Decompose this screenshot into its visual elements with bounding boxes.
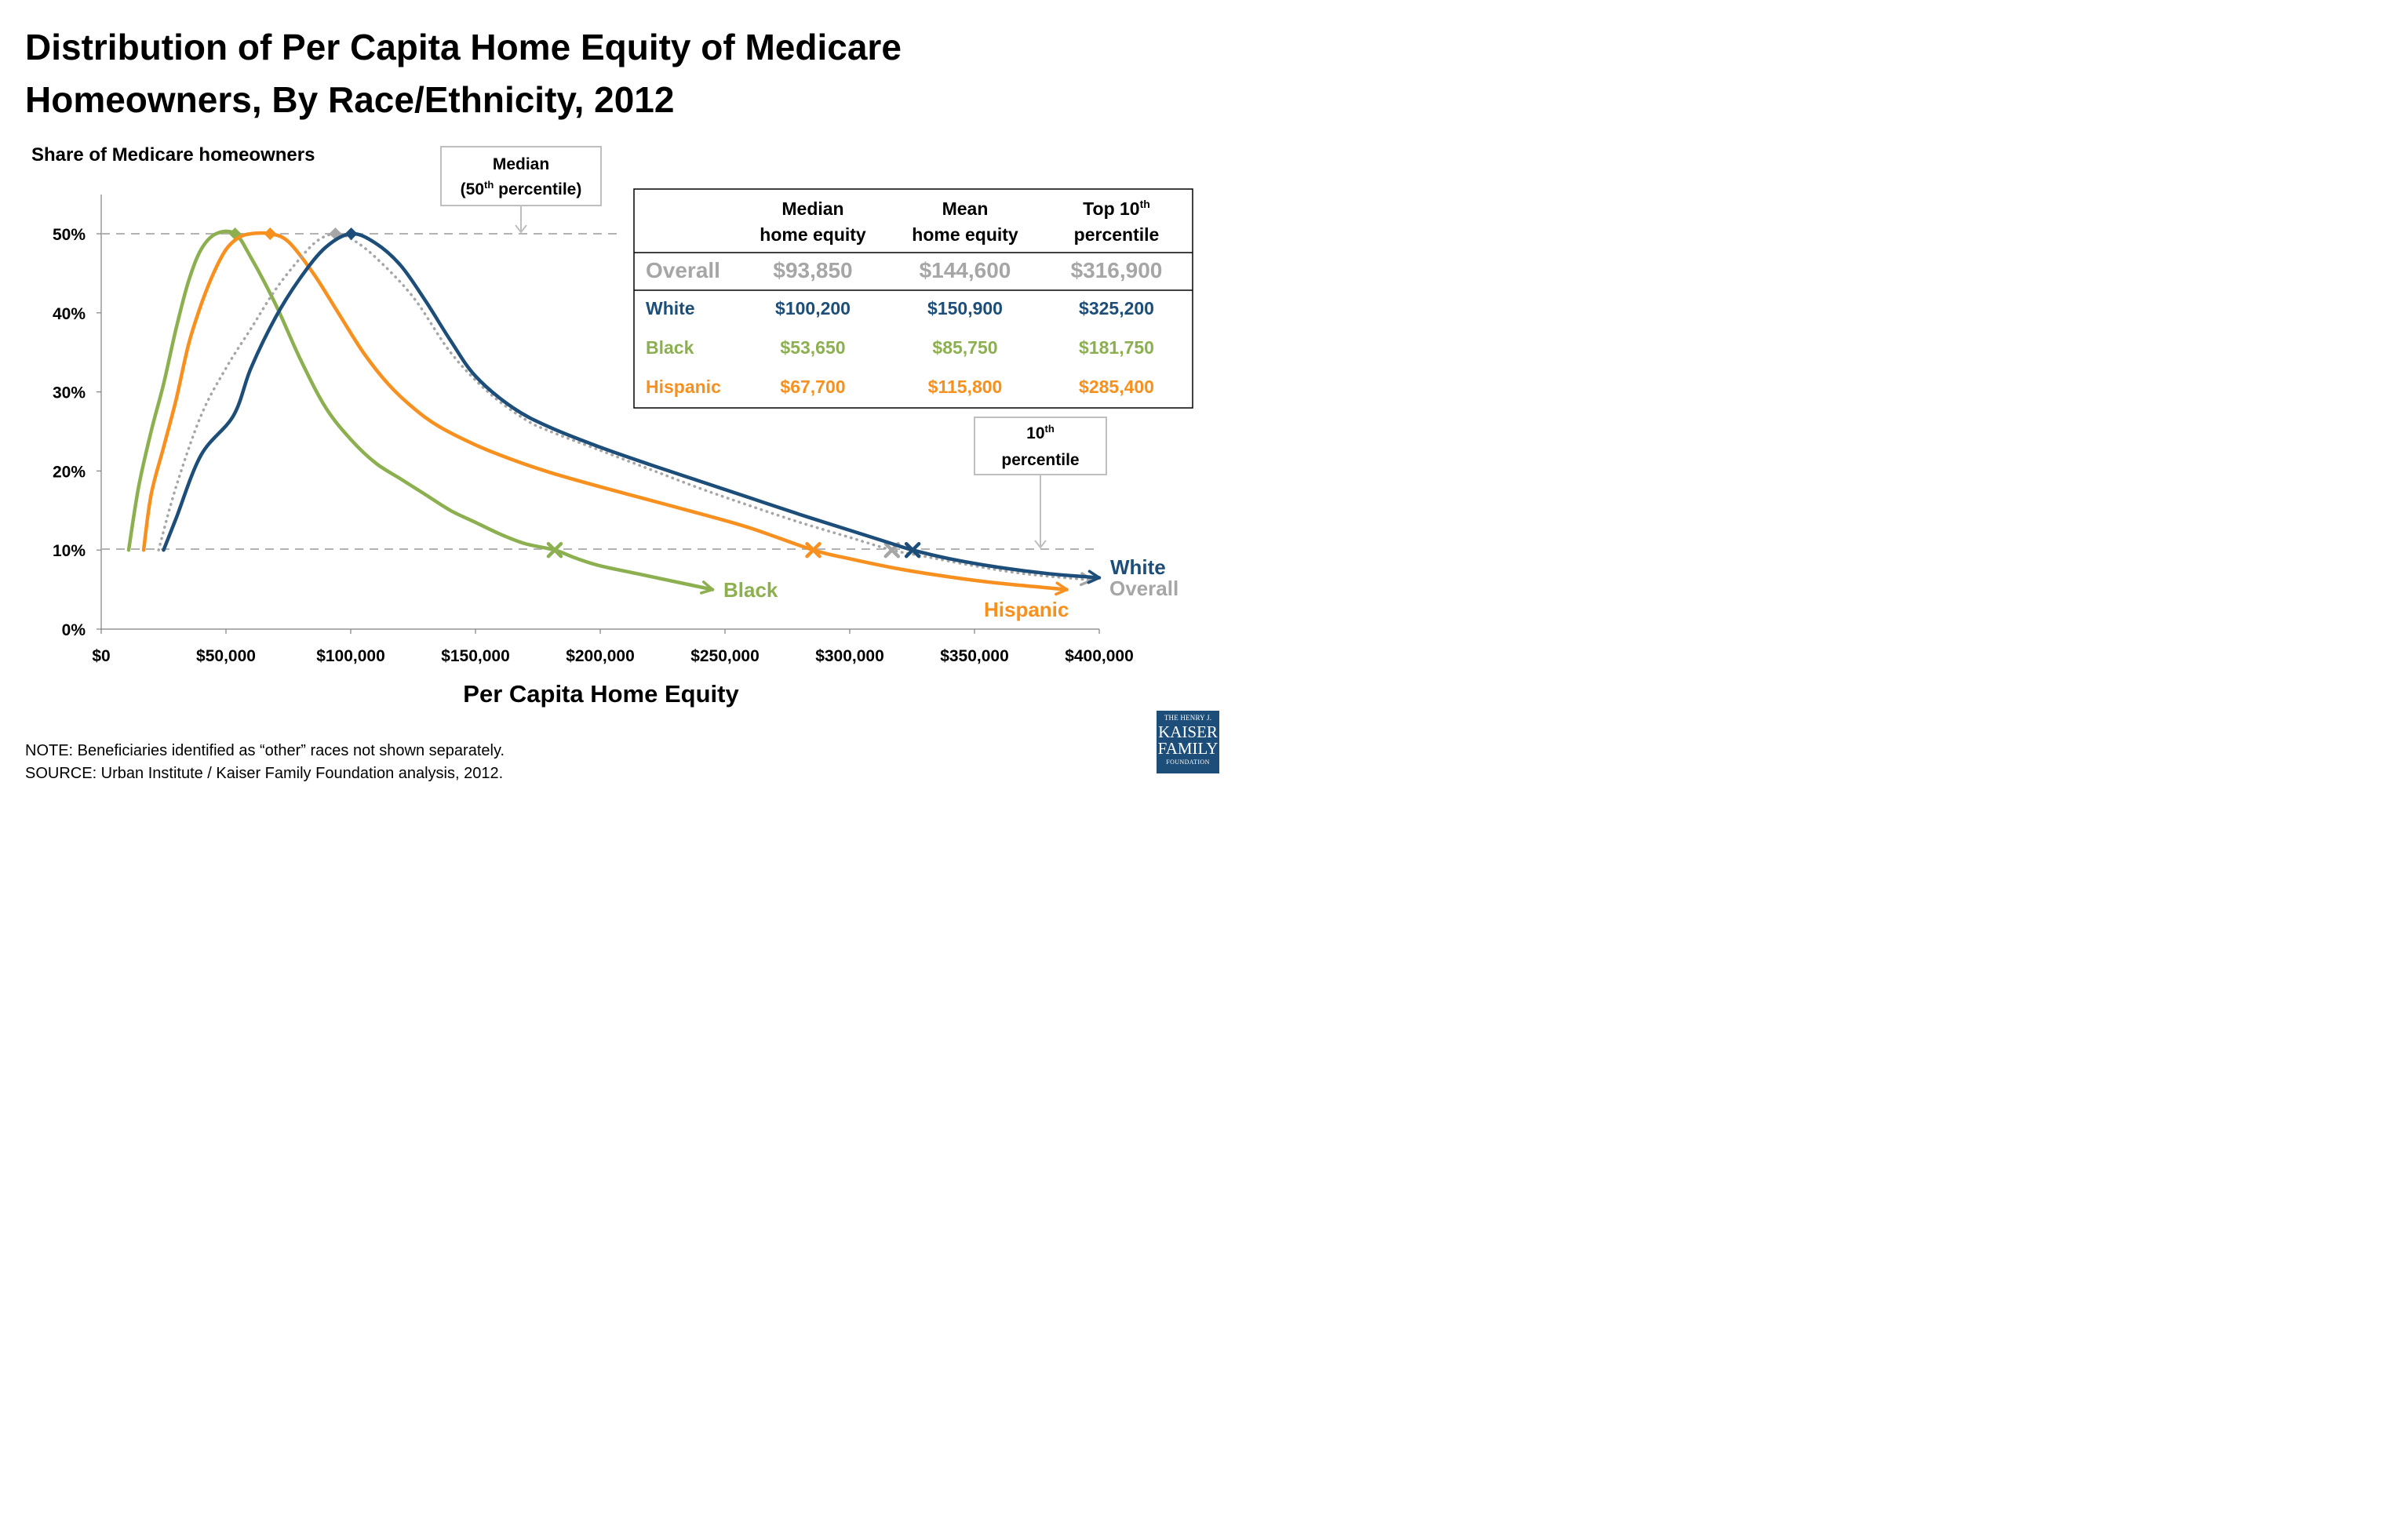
- table-overall-top10: $316,900: [1071, 258, 1163, 282]
- chart-title-line2: Homeowners, By Race/Ethnicity, 2012: [25, 79, 674, 120]
- table-header-mean-l1: Mean: [942, 198, 989, 219]
- series-arrow-hispanic: [1055, 581, 1069, 596]
- table-header-median-l2: home equity: [760, 224, 866, 245]
- median-marker-hispanic: [264, 227, 277, 240]
- logo-line3: FAMILY: [1157, 739, 1219, 758]
- median-callout-arrowhead: [515, 224, 527, 234]
- table-header-top-l2: percentile: [1074, 224, 1160, 245]
- median-callout-box: [440, 146, 602, 206]
- top10-marker-stroke: [904, 541, 921, 559]
- logo-line2: KAISER: [1158, 722, 1218, 741]
- x-tick-label: $0: [92, 647, 110, 665]
- table-header-top-l1: Top 10th: [1083, 198, 1150, 219]
- median-callout-line1: Median: [493, 155, 549, 173]
- median-callout-line2: (50th percentile): [461, 179, 582, 198]
- label-black: Black: [723, 578, 778, 602]
- series-line-black: [126, 229, 715, 591]
- table-overall-mean: $144,600: [920, 258, 1011, 282]
- series-line-overall: [157, 232, 1094, 582]
- tenth-callout-line1: 10th: [1026, 423, 1055, 442]
- note-text: NOTE: Beneficiaries identified as “other…: [25, 742, 505, 759]
- table-white-median: $100,200: [775, 298, 851, 318]
- table-black-label: Black: [646, 337, 694, 358]
- summary-table: Median home equity Mean home equity Top …: [633, 188, 1193, 409]
- series-arrow-white: [1087, 569, 1101, 584]
- x-tick-label: $400,000: [1065, 647, 1134, 665]
- table-hispanic-mean: $115,800: [928, 377, 1003, 397]
- label-hispanic: Hispanic: [984, 598, 1069, 621]
- x-tick-label: $200,000: [566, 647, 635, 665]
- chart-title-line1: Distribution of Per Capita Home Equity o…: [25, 27, 902, 67]
- table-hispanic-label: Hispanic: [646, 377, 721, 397]
- label-overall: Overall: [1109, 577, 1178, 600]
- x-tick-label: $250,000: [690, 647, 760, 665]
- chart: Distribution of Per Capita Home Equity o…: [25, 27, 1193, 782]
- series-arrow-black: [699, 580, 714, 595]
- table-white-top10: $325,200: [1079, 298, 1154, 318]
- kaiser-family-foundation-logo: THE HENRY J. KAISER FAMILY FOUNDATION: [1157, 711, 1219, 773]
- series-line-hispanic: [141, 231, 1069, 591]
- top10-marker-white: [904, 541, 921, 559]
- table-black-mean: $85,750: [932, 337, 997, 358]
- table-header-mean-l2: home equity: [912, 224, 1018, 245]
- table-hispanic-median: $67,700: [780, 377, 845, 397]
- table-overall-median: $93,850: [773, 258, 852, 282]
- summary-table-border: [633, 188, 1193, 409]
- y-tick-label: 30%: [53, 384, 86, 402]
- x-tick-label: $150,000: [441, 647, 510, 665]
- source-text: SOURCE: Urban Institute / Kaiser Family …: [25, 765, 503, 782]
- top10-marker-black: [546, 541, 563, 559]
- x-tick-label: $350,000: [940, 647, 1009, 665]
- x-tick-label: $100,000: [316, 647, 385, 665]
- table-hispanic-top10: $285,400: [1079, 377, 1154, 397]
- table-overall-label: Overall: [646, 258, 720, 282]
- y-tick-label: 10%: [53, 542, 86, 560]
- table-header-median-l1: Median: [781, 198, 843, 219]
- y-tick-label: 20%: [53, 463, 86, 481]
- table-black-top10: $181,750: [1079, 337, 1154, 358]
- table-white-mean: $150,900: [927, 298, 1003, 318]
- y-tick-label: 50%: [53, 226, 86, 244]
- top10-marker-stroke: [805, 541, 821, 559]
- y-tick-label: 40%: [53, 305, 86, 323]
- median-marker-white: [344, 227, 358, 240]
- y-tick-label: 0%: [62, 621, 86, 639]
- logo-line4: FOUNDATION: [1166, 759, 1210, 766]
- tenth-callout-line2: percentile: [1001, 451, 1079, 469]
- table-black-median: $53,650: [780, 337, 845, 358]
- top10-marker-hispanic: [805, 541, 821, 559]
- tenth-callout-arrowhead: [1034, 540, 1047, 549]
- logo-line1: THE HENRY J.: [1164, 714, 1212, 722]
- label-white: White: [1110, 555, 1166, 579]
- x-tick-label: $50,000: [196, 647, 256, 665]
- y-axis-title: Share of Medicare homeowners: [31, 144, 315, 166]
- x-tick-label: $300,000: [815, 647, 884, 665]
- table-white-label: White: [646, 298, 695, 318]
- top10-marker-stroke: [546, 541, 563, 559]
- series-line-white: [162, 231, 1102, 580]
- x-axis-title: Per Capita Home Equity: [463, 680, 739, 708]
